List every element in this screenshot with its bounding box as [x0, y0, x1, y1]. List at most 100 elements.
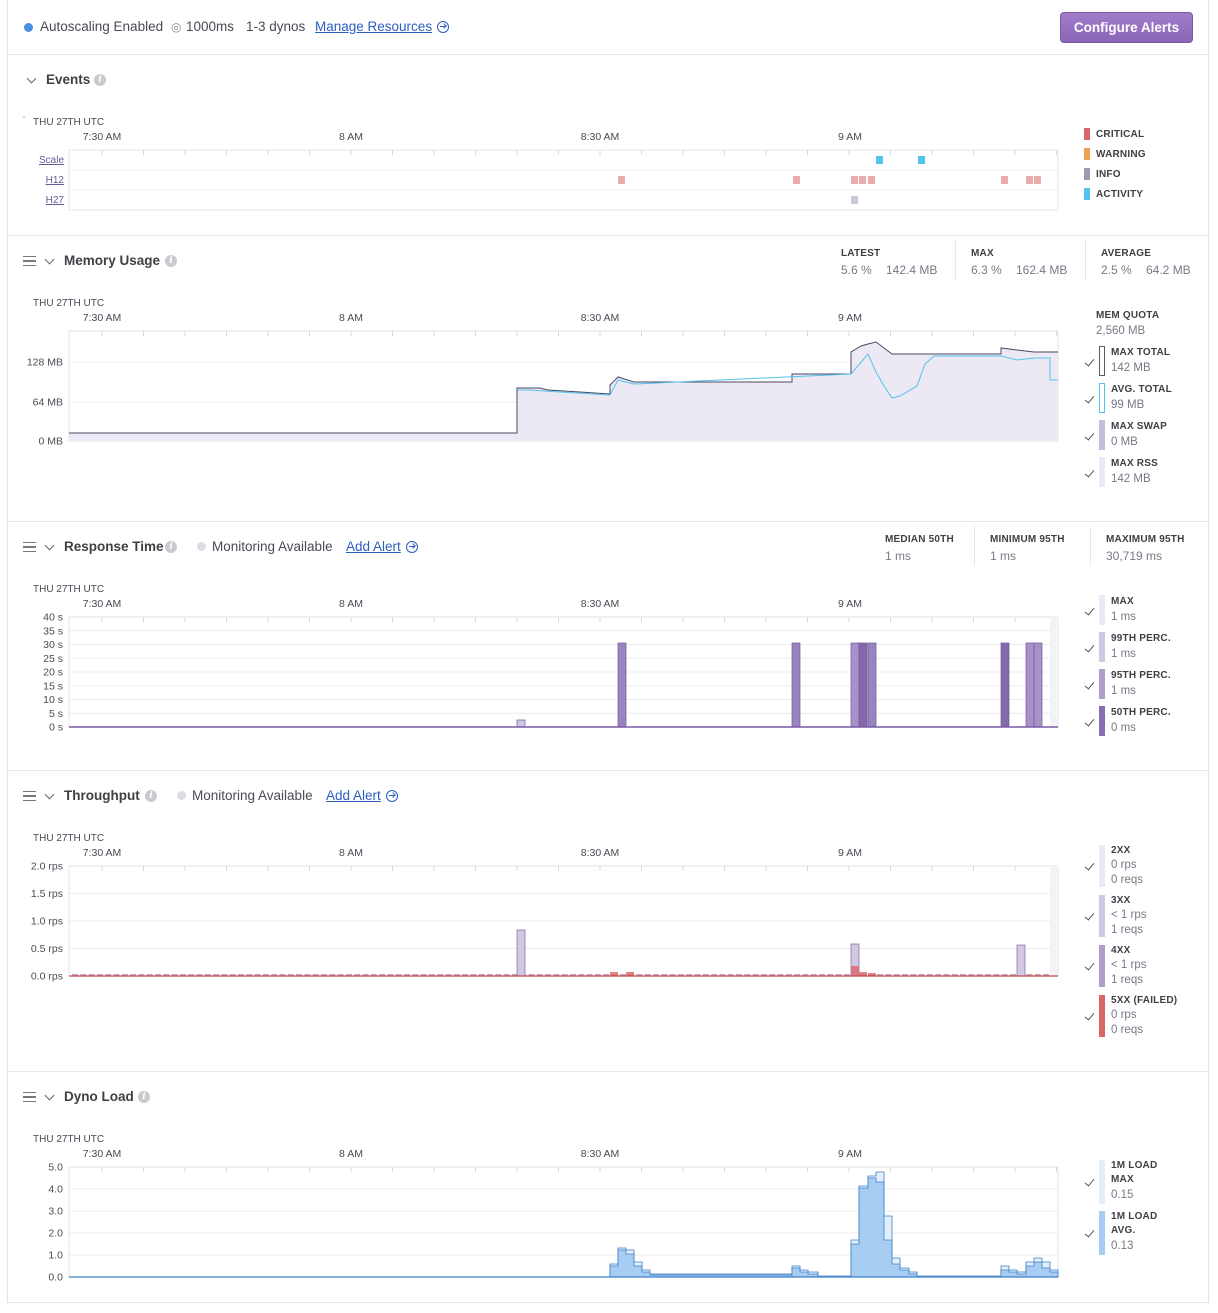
time-tick-label: 8 AM: [339, 1148, 363, 1160]
legend-load-avg-value: 0.13: [1111, 1240, 1134, 1252]
throughput-tick-bar: [843, 974, 850, 976]
legend-p95: 95TH PERC.: [1111, 670, 1171, 681]
throughput-tick-bar: [968, 974, 975, 976]
monitoring-label: Monitoring Available: [192, 788, 313, 803]
throughput-tick-bar: [370, 974, 377, 976]
memory-rss-area: [69, 342, 1058, 441]
throughput-tick-bar: [420, 974, 427, 976]
legend-p50-value: 0 ms: [1111, 722, 1136, 734]
y-tick-label: 10 s: [43, 694, 63, 706]
throughput-title: Throughput: [64, 788, 140, 803]
response-bar: [1025, 642, 1035, 728]
throughput-tick-bar: [246, 974, 253, 976]
memory-stat-latest-label: LATEST: [841, 248, 881, 259]
legend-3xx-reqs: 1 reqs: [1111, 924, 1143, 936]
y-tick-label: 5 s: [49, 708, 63, 720]
add-alert-link[interactable]: Add Alert: [346, 539, 418, 554]
throughput-tick-bar: [943, 974, 950, 976]
y-tick-label: 15 s: [43, 680, 63, 692]
legend-2xx-reqs: 0 reqs: [1111, 874, 1143, 886]
legend-max-value: 1 ms: [1111, 611, 1136, 623]
time-tick-label: 7:30 AM: [83, 131, 122, 143]
arrow-circle-icon: [405, 541, 418, 553]
p95-swatch: [1099, 669, 1105, 699]
event-marker: [1001, 176, 1008, 184]
dynoload-section: Dyno Load i: [8, 1072, 1208, 1303]
throughput-tick-bar: [503, 974, 510, 976]
target-response-value: 1000ms: [186, 19, 235, 34]
events-row-label[interactable]: H27: [46, 195, 65, 206]
response-bar: [791, 642, 801, 728]
response-stat-median-value: 1 ms: [885, 549, 912, 563]
drag-handle-icon[interactable]: [23, 791, 36, 801]
time-tick-label: 7:30 AM: [83, 312, 122, 324]
y-tick-label: 0.0 rps: [31, 971, 63, 983]
throughput-tick-bar: [387, 974, 394, 976]
drag-handle-icon[interactable]: [23, 256, 36, 266]
info-icon[interactable]: i: [165, 541, 177, 553]
throughput-tick-bar: [1009, 974, 1016, 976]
throughput-tick-bar: [910, 974, 917, 976]
drag-handle-icon[interactable]: [23, 542, 36, 552]
autoscaling-label: Autoscaling Enabled: [40, 19, 164, 34]
add-alert-link[interactable]: Add Alert: [326, 788, 398, 803]
legend-avg-total-value: 99 MB: [1111, 399, 1145, 411]
drag-handle-icon[interactable]: [23, 1092, 36, 1102]
5xx-swatch: [1099, 995, 1105, 1037]
pending-region: [1050, 866, 1058, 976]
throughput-tick-bar: [238, 974, 244, 976]
response-stat-min95-label: MINIMUM 95TH: [990, 534, 1065, 545]
throughput-tick-bar: [702, 974, 709, 976]
chart-frame: [68, 1166, 1059, 1278]
manage-resources-link[interactable]: Manage Resources: [315, 19, 450, 34]
time-tick-label: 7:30 AM: [83, 598, 122, 610]
memory-stat-max-percent: 6.3 %: [971, 263, 1002, 277]
legend-info: INFO: [1096, 169, 1121, 180]
event-marker: [851, 196, 858, 204]
info-icon[interactable]: i: [165, 255, 177, 267]
time-tick-label: 8 AM: [339, 598, 363, 610]
time-zone-label: THU 27TH UTC: [33, 117, 104, 128]
throughput-tick-bar: [976, 974, 983, 976]
legend-p95-value: 1 ms: [1111, 685, 1136, 697]
y-tick-label: 64 MB: [33, 397, 63, 409]
load-avg-area: [609, 1177, 1059, 1278]
activity-swatch: [1084, 188, 1090, 200]
events-row-label[interactable]: H12: [46, 175, 65, 186]
events-row-label[interactable]: Scale: [39, 155, 64, 166]
info-icon[interactable]: i: [94, 74, 106, 86]
throughput-tick-bar: [163, 974, 170, 976]
time-tick-label: 9 AM: [838, 1148, 862, 1160]
throughput-tick-bar: [354, 974, 361, 976]
throughput-tick-bar: [926, 974, 933, 976]
throughput-tick-bar: [760, 974, 767, 976]
legend-p99-value: 1 ms: [1111, 648, 1136, 660]
y-tick-label: 2.0: [48, 1228, 63, 1240]
throughput-tick-bar: [304, 974, 311, 976]
info-icon[interactable]: i: [145, 790, 157, 802]
throughput-tick-bar: [1043, 974, 1050, 976]
legend-warning: WARNING: [1096, 149, 1146, 160]
y-tick-label: 3.0: [48, 1206, 63, 1218]
memory-stat-max-label: MAX: [971, 248, 994, 259]
y-tick-label: 2.0 rps: [31, 861, 63, 873]
throughput-tick-bar: [877, 974, 884, 976]
throughput-tick-bar: [453, 974, 460, 976]
y-tick-label: 30 s: [43, 639, 63, 651]
response-stat-min95-value: 1 ms: [990, 549, 1017, 563]
throughput-tick-bar: [96, 974, 103, 976]
legend-5xx-rps: 0 rps: [1111, 1009, 1137, 1021]
throughput-tick-bar: [213, 974, 220, 976]
info-icon[interactable]: i: [138, 1091, 150, 1103]
legend-3xx: 3XX: [1111, 895, 1131, 906]
legend-5xx-reqs: 0 reqs: [1111, 1024, 1143, 1036]
legend-4xx: 4XX: [1111, 945, 1131, 956]
configure-alerts-button[interactable]: Configure Alerts: [1060, 12, 1193, 43]
event-marker: [876, 156, 883, 164]
y-tick-label: 25 s: [43, 653, 63, 665]
response-bar: [1033, 642, 1043, 728]
event-marker: [1034, 176, 1041, 184]
y-tick-label: 128 MB: [27, 357, 63, 369]
throughput-tick-bar: [744, 974, 751, 976]
throughput-tick-bar: [105, 974, 112, 976]
